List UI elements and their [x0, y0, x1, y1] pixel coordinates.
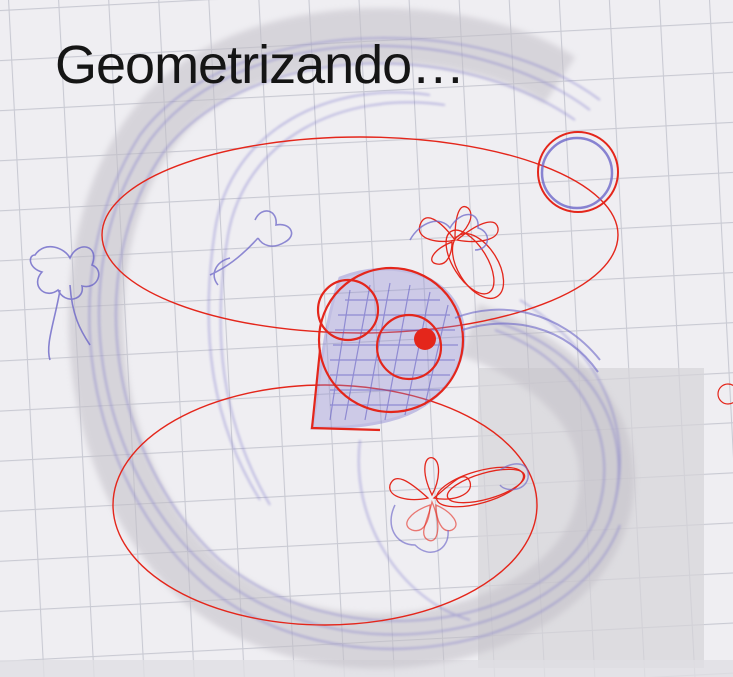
- flower-sketch-top-pencil: [409, 213, 489, 251]
- bird-sketch: [209, 210, 293, 286]
- flower-sketch-bottom-pencil: [390, 463, 529, 553]
- flower-sketch-bottom: [389, 457, 526, 542]
- eye-tail: [454, 308, 601, 373]
- eye-sketch: [310, 266, 466, 432]
- pencil-strokes: [88, 37, 621, 650]
- page-title: Geometrizando…: [55, 35, 465, 95]
- pupil-dot: [414, 328, 436, 350]
- pencil-swirl: [68, 8, 635, 669]
- construction-ellipses: [101, 131, 733, 626]
- bottom-fade: [0, 660, 733, 677]
- flower-sketch-left: [29, 245, 100, 361]
